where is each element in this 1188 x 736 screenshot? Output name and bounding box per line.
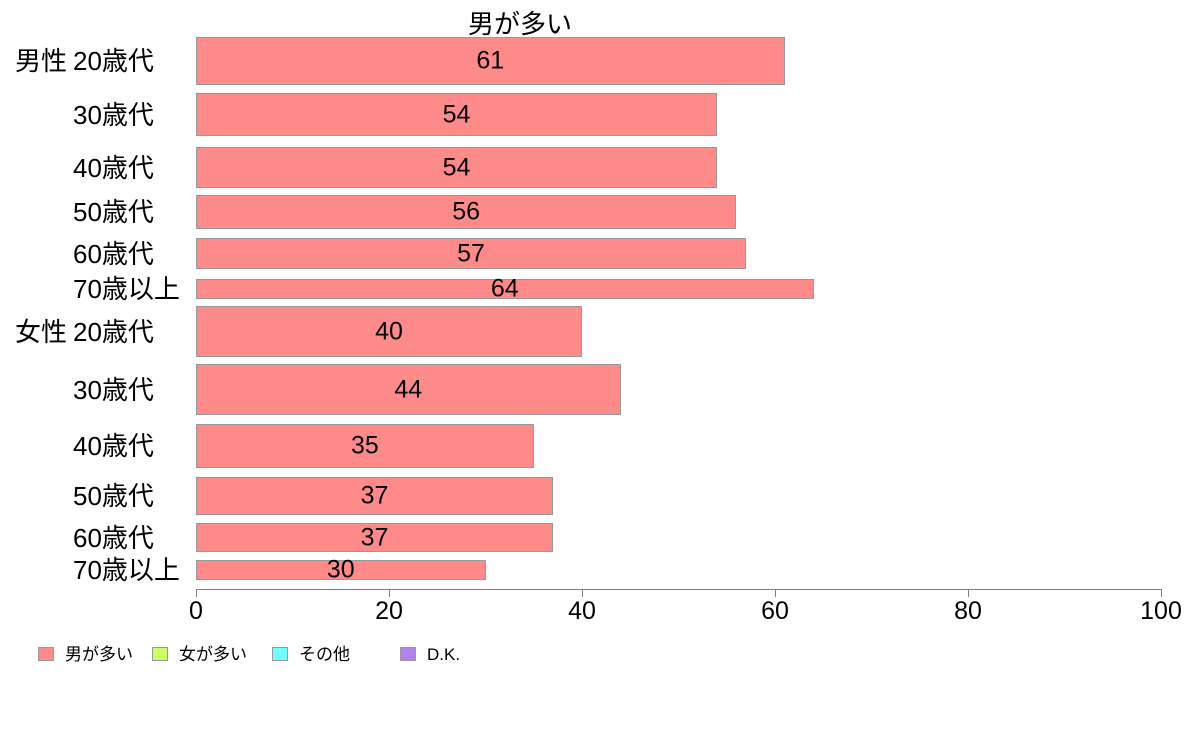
legend-label: D.K. [427,645,461,664]
legend-label: 男が多い [65,645,133,664]
bar: 56 [196,195,737,229]
bar-value-label: 44 [394,375,423,403]
bar: 37 [196,477,554,515]
x-axis-tick-label: 0 [189,597,203,625]
bar-value-label: 35 [350,431,379,460]
bar-value-label: 54 [442,100,471,128]
row-age-label: 40歳代 [73,431,154,461]
legend-swatch-icon [152,647,168,661]
bar: 40 [196,306,582,357]
legend-swatch-icon [38,647,54,661]
row-age-label: 50歳代 [73,197,154,227]
bar: 64 [196,274,814,303]
x-axis-tick-label: 100 [1140,597,1182,625]
bar: 54 [196,93,718,136]
bar: 57 [196,238,747,269]
bar: 37 [196,523,554,552]
bar-value-label: 57 [457,239,485,267]
row-group-label: 女性 [15,316,68,347]
row-age-label: 20歳代 [73,316,154,347]
x-axis-tick [582,589,583,597]
bar-value-label: 61 [476,46,505,75]
bar-value-label: 37 [360,481,389,510]
legend-label: 女が多い [179,645,247,664]
legend-swatch-icon [272,647,288,661]
bar: 61 [196,37,785,85]
x-axis-tick-label: 80 [954,597,982,625]
row-age-label: 60歳代 [73,238,154,269]
row-age-label: 30歳代 [73,374,154,405]
row-age-label: 70歳以上 [73,274,180,304]
legend-swatch-icon [400,647,416,661]
plot-area: 男性 20歳代 61 30歳代 54 40歳代 54 50歳代 56 60歳代 57 70歳以上 64 女… [15,37,1182,625]
bar-value-label: 37 [360,523,389,551]
bar-value-label: 56 [452,197,481,226]
x-axis-tick-label: 60 [761,597,789,625]
bar-value-label: 30 [326,555,355,584]
chart-title: 男が多い [467,9,573,39]
bar: 54 [196,147,718,188]
x-axis-tick [968,589,969,597]
row-age-label: 20歳代 [73,46,154,76]
x-axis-tick-label: 40 [568,597,596,625]
legend-label: その他 [299,645,350,664]
bar-value-label: 40 [375,317,403,345]
row-age-label: 60歳代 [73,522,154,553]
x-axis-tick [389,589,390,597]
bar: 30 [196,555,486,584]
row-age-label: 30歳代 [73,99,154,130]
x-axis-tick [1161,589,1162,597]
x-axis-tick [196,589,197,597]
x-axis-line [196,589,1161,590]
bar: 35 [196,424,534,468]
bar: 44 [196,364,621,415]
legend: 男が多い 女が多い その他 D.K. [0,645,1188,669]
row-age-label: 50歳代 [73,481,154,511]
bar-value-label: 54 [442,153,471,181]
row-age-label: 70歳以上 [73,555,180,585]
row-group-label: 男性 [15,46,68,76]
x-axis-tick-label: 20 [375,597,403,625]
row-age-label: 40歳代 [73,152,154,183]
bar-value-label: 64 [490,274,519,303]
x-axis-tick [775,589,776,597]
